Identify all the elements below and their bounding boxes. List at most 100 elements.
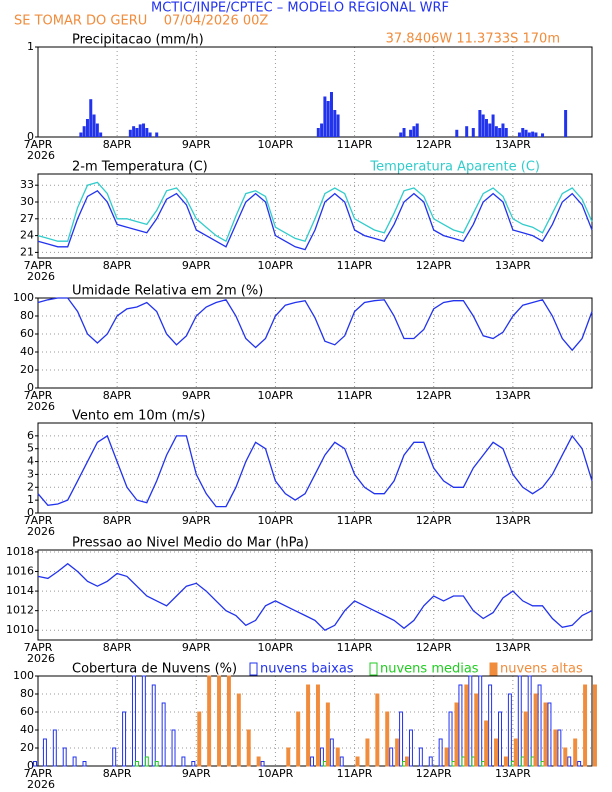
bar [161, 702, 166, 767]
bar [42, 738, 47, 767]
bar [138, 124, 142, 137]
bar [481, 114, 485, 137]
bar [484, 119, 488, 137]
bar [335, 747, 340, 767]
bar [399, 711, 404, 767]
y-tick-label: 1012 [6, 604, 34, 617]
panel-title: Cobertura de Nuvens (%) [72, 662, 237, 677]
bar [471, 128, 475, 137]
bar [454, 702, 459, 767]
y-tick-label: 21 [20, 245, 34, 258]
bar [320, 123, 324, 137]
bar [563, 747, 568, 767]
bar [181, 756, 186, 767]
bar [547, 702, 552, 767]
line [37, 562, 593, 631]
bar [246, 729, 251, 767]
bar [438, 738, 443, 767]
x-tick-label: 7APR [24, 641, 53, 654]
bar [33, 761, 38, 767]
bar [89, 99, 93, 137]
bar [498, 128, 502, 137]
x-tick-label: 13APR [495, 767, 531, 780]
bar [395, 738, 400, 767]
panel-title: Pressao ao Nivel Medio do Mar (hPa) [72, 536, 309, 551]
bar [95, 123, 99, 137]
bar [543, 702, 548, 767]
plot-frame [37, 549, 593, 641]
x-tick-label: 7APR [24, 389, 53, 402]
y-tick-label: 0 [27, 381, 34, 394]
bar [418, 747, 423, 767]
bar [567, 756, 572, 767]
x-tick-label: 7APR [24, 259, 53, 272]
plot-frame [37, 422, 593, 514]
bar [557, 729, 562, 767]
bar [355, 756, 360, 767]
y-tick-label: 0 [27, 506, 34, 519]
y-tick-label: 1016 [6, 565, 34, 578]
legend-label: Temperatura Aparente (C) [369, 160, 540, 175]
bar [323, 96, 327, 137]
bar [448, 711, 453, 767]
line [37, 189, 593, 251]
bar [488, 684, 493, 767]
bar [428, 756, 433, 767]
bar [491, 114, 495, 137]
x-tick-label: 8APR [103, 641, 132, 654]
x-tick-label: 13APR [495, 514, 531, 527]
bar [564, 110, 568, 137]
bar [534, 132, 538, 137]
bar [151, 684, 156, 767]
y-tick-label: 0 [27, 759, 34, 772]
bar [72, 756, 77, 767]
panel-title: Vento em 10m (m/s) [72, 409, 205, 424]
x-tick-label: 9APR [182, 641, 211, 654]
x-tick-label: 10APR [258, 767, 294, 780]
bar [375, 693, 380, 767]
year-label: 2026 [27, 778, 55, 791]
bar [52, 729, 57, 767]
header-location: SE TOMAR DO GERU 07/04/2026 00Z [14, 14, 268, 29]
y-tick-label: 80 [20, 687, 34, 700]
y-tick-label: 30 [20, 195, 34, 208]
bar [131, 675, 136, 767]
bar [444, 747, 449, 767]
panel-title: 2-m Temperatura (C) [72, 160, 208, 175]
bar [256, 756, 261, 767]
plot-frame [37, 46, 593, 138]
y-tick-label: 80 [20, 309, 34, 322]
bar [310, 756, 315, 767]
x-tick-label: 13APR [495, 138, 531, 151]
plot-frame [37, 297, 593, 389]
y-tick-label: 27 [20, 212, 34, 225]
bar [134, 761, 139, 767]
x-tick-label: 7APR [24, 514, 53, 527]
bar [504, 128, 508, 137]
x-tick-label: 10APR [258, 138, 294, 151]
y-tick-label: 1014 [6, 584, 34, 597]
x-tick-label: 9APR [182, 259, 211, 272]
x-tick-label: 9APR [182, 138, 211, 151]
bar [122, 711, 127, 767]
bar [408, 729, 413, 767]
legend-label: nuvens baixas [260, 662, 354, 677]
bar [488, 123, 492, 137]
x-tick-label: 12APR [416, 138, 452, 151]
x-tick-label: 10APR [258, 641, 294, 654]
y-tick-label: 60 [20, 705, 34, 718]
bar [458, 684, 463, 767]
bar [513, 738, 518, 767]
bar [531, 131, 535, 137]
bar [326, 101, 330, 137]
bar [415, 123, 419, 137]
panel-title: Precipitacao (mm/h) [72, 33, 204, 48]
bar [494, 738, 499, 767]
x-tick-label: 8APR [103, 138, 132, 151]
bar [527, 132, 531, 137]
y-tick-label: 1010 [6, 623, 34, 636]
bar [507, 693, 512, 767]
x-tick-label: 10APR [258, 514, 294, 527]
bar [226, 675, 231, 767]
